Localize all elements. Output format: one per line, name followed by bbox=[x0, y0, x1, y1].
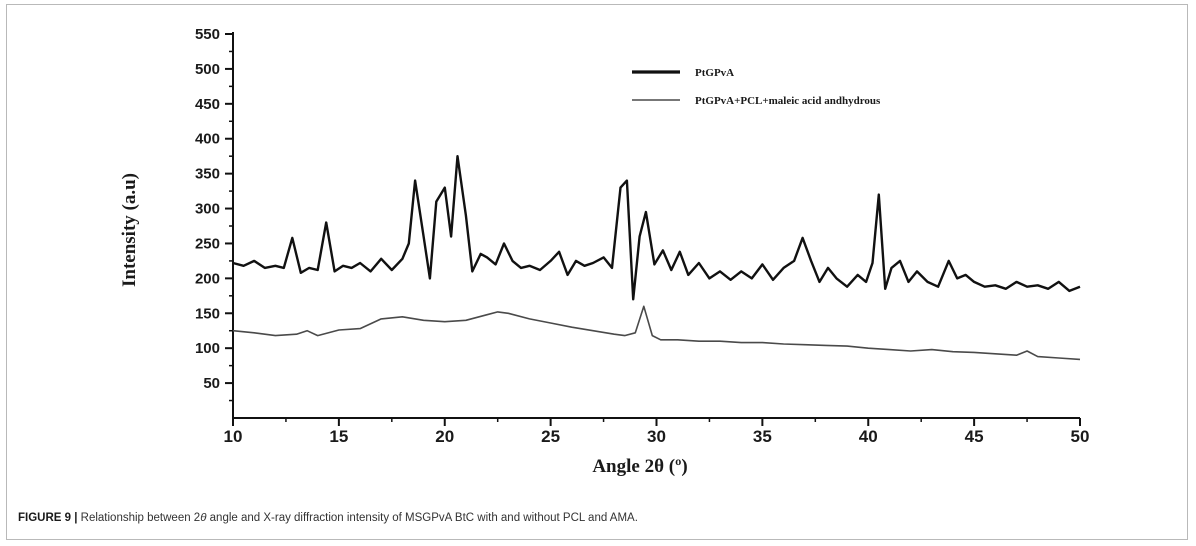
x-tick-label: 30 bbox=[647, 427, 666, 446]
y-tick-label: 450 bbox=[195, 96, 220, 113]
y-tick-label: 50 bbox=[203, 375, 220, 392]
legend-label-2: PtGPvA+PCL+maleic acid andhydrous bbox=[695, 95, 881, 107]
caption-text-pre: Relationship between 2 bbox=[77, 512, 201, 524]
y-tick-label: 550 bbox=[195, 26, 220, 43]
x-tick-label: 10 bbox=[224, 427, 243, 446]
y-axis-ticks: 50 100 150 200 250 300 350 400 450 500 550 bbox=[195, 26, 233, 402]
x-tick-label: 40 bbox=[859, 427, 878, 446]
y-tick-label: 400 bbox=[195, 131, 220, 148]
legend: PtGPvA PtGPvA+PCL+maleic acid andhydrous bbox=[632, 67, 881, 107]
y-tick-label: 500 bbox=[195, 61, 220, 78]
series-layer bbox=[232, 154, 1081, 361]
legend-label-1: PtGPvA bbox=[695, 67, 734, 79]
xrd-chart: 50 100 150 200 250 300 350 400 450 500 550 10 15 20 2… bbox=[119, 26, 1090, 477]
y-tick-label: 300 bbox=[195, 201, 220, 218]
x-tick-label: 20 bbox=[435, 427, 454, 446]
x-axis-ticks: 10 15 20 25 30 35 40 45 50 bbox=[224, 418, 1090, 446]
x-tick-label: 50 bbox=[1071, 427, 1090, 446]
x-tick-label: 15 bbox=[329, 427, 348, 446]
y-tick-label: 100 bbox=[195, 340, 220, 357]
y-tick-label: 250 bbox=[195, 235, 220, 252]
y-tick-label: 150 bbox=[195, 305, 220, 322]
figure-frame bbox=[6, 4, 1188, 540]
y-tick-label: 200 bbox=[195, 270, 220, 287]
caption-theta: θ bbox=[200, 512, 207, 524]
figure-caption: FIGURE 9 | Relationship between 2θ angle… bbox=[18, 512, 1178, 524]
y-axis-title: Intensity (a.u) bbox=[119, 173, 140, 287]
x-axis-title: Angle 2θ (º) bbox=[592, 456, 687, 477]
y-tick-label: 350 bbox=[195, 166, 220, 183]
x-tick-label: 35 bbox=[753, 427, 772, 446]
caption-text-post: angle and X-ray diffraction intensity of… bbox=[206, 512, 638, 524]
series-line-1 bbox=[232, 154, 1081, 301]
x-tick-label: 45 bbox=[965, 427, 984, 446]
plot-frame bbox=[232, 32, 1080, 419]
x-tick-label: 25 bbox=[541, 427, 560, 446]
figure-label: FIGURE 9 | bbox=[18, 512, 78, 524]
series-line-2 bbox=[232, 305, 1081, 361]
